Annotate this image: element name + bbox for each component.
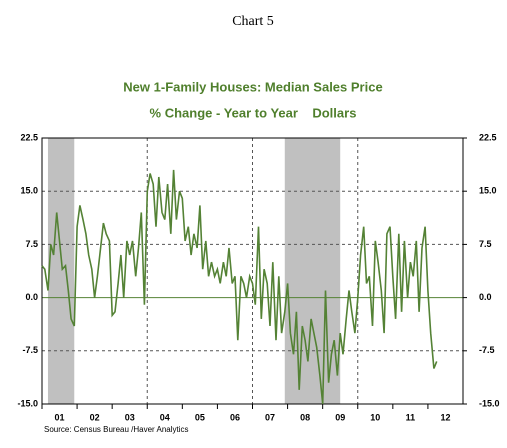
y2-tick-label: 22.5 <box>479 132 497 142</box>
x-tick-label: 06 <box>230 412 240 422</box>
x-tick-label: 12 <box>440 412 450 422</box>
y-tick-label: 0.0 <box>25 292 38 302</box>
y-tick-label: -7.5 <box>22 345 38 355</box>
x-tick-label: 07 <box>265 412 275 422</box>
source: Source: Census Bureau /Haver Analytics <box>44 425 189 434</box>
x-tick-label: 05 <box>195 412 205 422</box>
x-tick-label: 03 <box>125 412 135 422</box>
y2-tick-label: 7.5 <box>479 239 492 249</box>
series-line <box>41 169 438 405</box>
y2-tick-label: 15.0 <box>479 186 497 196</box>
y2-tick-label: 0.0 <box>479 292 492 302</box>
chart-header: Chart 5 <box>232 14 274 29</box>
x-tick-label: 01 <box>55 412 65 422</box>
y-tick-label: 15.0 <box>20 186 38 196</box>
x-tick-label: 02 <box>90 412 100 422</box>
x-tick-label: 10 <box>370 412 380 422</box>
recession-band <box>47 138 75 404</box>
y2-tick-label: -7.5 <box>479 345 495 355</box>
x-tick-label: 08 <box>300 412 310 422</box>
y2-tick-label: -15.0 <box>479 398 500 408</box>
x-tick-label: 11 <box>406 412 416 422</box>
plot-frame <box>41 137 464 405</box>
x-tick-label: 09 <box>335 412 345 422</box>
recession-band <box>284 138 341 404</box>
x-tick-label: 04 <box>160 412 170 422</box>
y-tick-label: -15.0 <box>17 398 38 408</box>
chart-title: New 1-Family Houses: Median Sales Price <box>123 79 382 94</box>
y-tick-label: 22.5 <box>20 132 38 142</box>
chart-subtitle: % Change - Year to Year Dollars <box>150 105 357 120</box>
y-tick-label: 7.5 <box>25 239 38 249</box>
